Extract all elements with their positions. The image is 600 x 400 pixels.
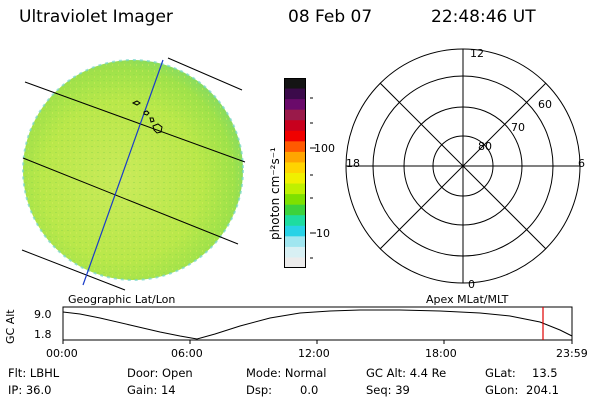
orbit-xtick-3: 18:00 xyxy=(425,347,457,360)
colorbar-swatch xyxy=(284,141,306,153)
app-title: Ultraviolet Imager xyxy=(19,7,173,27)
colorbar-swatch xyxy=(284,162,306,174)
colorbar-swatch xyxy=(284,88,306,100)
colorbar-ticks xyxy=(310,97,316,259)
dsp-label: Dsp: xyxy=(246,383,273,397)
orbit-xtick-1: 06:00 xyxy=(171,347,203,360)
coastline xyxy=(131,100,163,134)
colorbar-border xyxy=(284,78,306,268)
orbit-xtick-4: 23:59 xyxy=(556,347,588,360)
orbit-ytick-1-8: 1.8 xyxy=(34,328,52,341)
gc-alt-status: GC Alt: 4.4 Re xyxy=(366,366,447,380)
gain-status: Gain: 14 xyxy=(127,383,176,397)
glat-value: 13.5 xyxy=(532,366,558,380)
polar-label-18: 18 xyxy=(346,157,360,170)
colorbar-swatch xyxy=(284,120,306,132)
orbit-axis-label: GC Alt xyxy=(4,309,17,344)
date-label: 08 Feb 07 xyxy=(288,7,373,27)
orbit-altitude-curve xyxy=(62,309,573,340)
polar-ring-label-70: 70 xyxy=(511,121,525,134)
glat-label: GLat: xyxy=(485,366,516,380)
geographic-grid-lines xyxy=(21,57,246,291)
orbit-xtick-0: 00:00 xyxy=(46,347,78,360)
colorbar-swatch xyxy=(284,130,306,142)
mode-status: Mode: Normal xyxy=(246,366,327,380)
polar-ring-label-80: 80 xyxy=(478,140,492,153)
glon-label: GLon: xyxy=(485,383,519,397)
colorbar-swatch xyxy=(284,225,306,237)
colorbar-swatch xyxy=(284,78,306,90)
apex-caption: Apex MLat/MLT xyxy=(426,293,509,306)
colorbar-swatch xyxy=(284,236,306,248)
time-label: 22:48:46 UT xyxy=(431,7,536,27)
polar-label-6: 6 xyxy=(578,157,585,170)
colorbar-tick-100: 100 xyxy=(314,142,335,155)
meridian-line xyxy=(82,59,164,286)
colorbar xyxy=(284,78,306,268)
geographic-caption: Geographic Lat/Lon xyxy=(68,293,176,306)
filter-status: Flt: LBHL xyxy=(8,366,60,380)
polar-label-12: 12 xyxy=(470,47,484,60)
ip-status: IP: 36.0 xyxy=(8,383,52,397)
seq-status: Seq: 39 xyxy=(366,383,410,397)
colorbar-swatch xyxy=(284,151,306,164)
colorbar-tick-10: 10 xyxy=(316,227,330,240)
orbit-xtick-2: 12:00 xyxy=(298,347,330,360)
colorbar-swatch xyxy=(284,194,306,206)
orbit-ytick-9: 9.0 xyxy=(34,308,52,321)
colorbar-swatch xyxy=(284,173,306,185)
dsp-value: 0.0 xyxy=(300,383,319,397)
glon-value: 204.1 xyxy=(526,383,559,397)
colorbar-swatch xyxy=(284,204,306,216)
colorbar-swatch xyxy=(284,99,306,111)
polar-label-0: 0 xyxy=(468,278,475,291)
polar-ring-label-60: 60 xyxy=(538,98,552,111)
colorbar-swatch xyxy=(284,109,306,121)
colorbar-swatch xyxy=(284,215,306,227)
colorbar-swatch xyxy=(284,183,306,195)
colorbar-swatch xyxy=(284,257,306,268)
door-status: Door: Open xyxy=(127,366,193,380)
colorbar-swatch xyxy=(284,246,306,259)
